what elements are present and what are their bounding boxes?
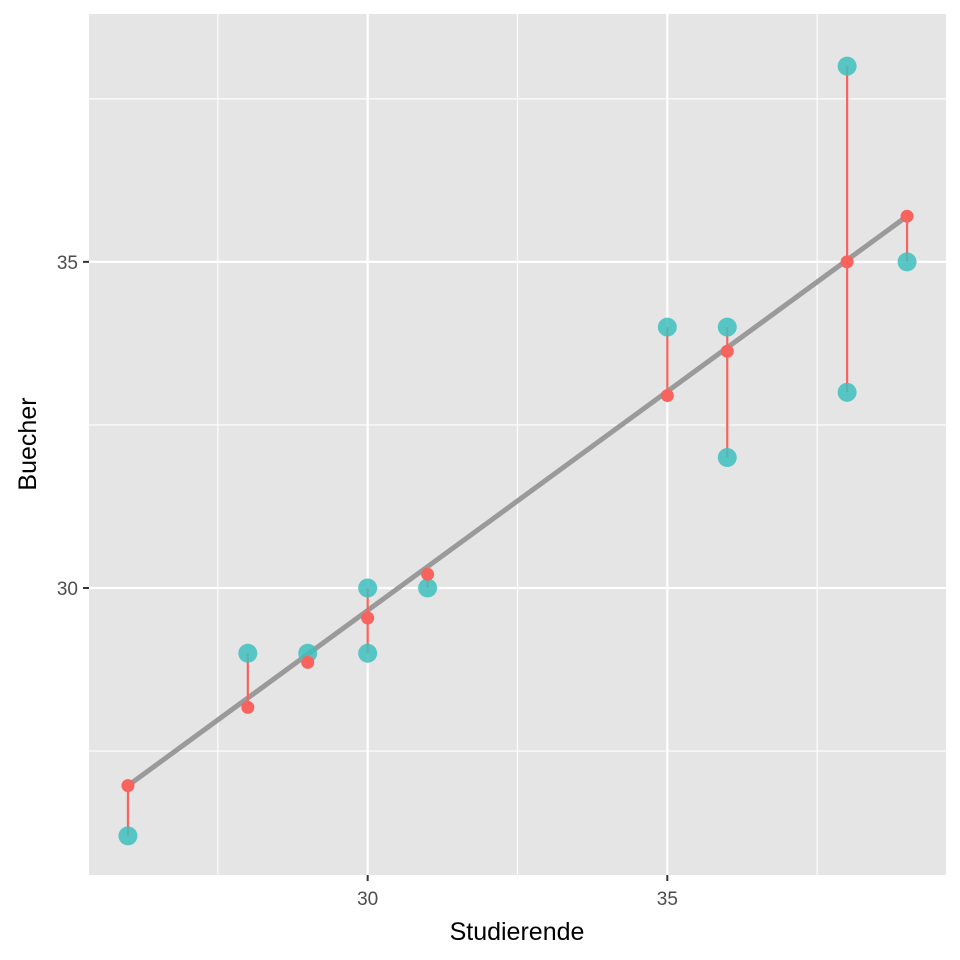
- fitted-point: [361, 611, 375, 625]
- x-tick-label: 35: [657, 889, 678, 910]
- minor-grid: [89, 14, 946, 875]
- observed-point: [657, 317, 677, 337]
- observed-point: [358, 578, 378, 598]
- observed-point: [418, 578, 438, 598]
- y-tick-label: 35: [57, 253, 78, 274]
- observed-point: [358, 643, 378, 663]
- fitted-point: [720, 344, 734, 358]
- fitted-point: [900, 209, 914, 223]
- major-grid: [89, 14, 946, 875]
- fitted-point: [241, 700, 255, 714]
- regression-line: [126, 214, 909, 788]
- x-axis-title: Studierende: [450, 918, 585, 946]
- fitted-points: [121, 209, 914, 793]
- x-tick-label: 30: [357, 889, 378, 910]
- observed-point: [118, 826, 138, 846]
- observed-point: [238, 643, 258, 663]
- fitted-point: [660, 389, 674, 403]
- y-axis-ticks: 30 35: [57, 253, 89, 600]
- observed-point: [717, 317, 737, 337]
- fitted-point: [421, 567, 435, 581]
- observed-point: [837, 382, 857, 402]
- observed-point: [717, 448, 737, 468]
- fitted-point: [301, 655, 315, 669]
- x-axis-ticks: 30 35: [357, 875, 678, 910]
- observed-point: [897, 252, 917, 272]
- fitted-point: [121, 779, 135, 793]
- regression-line-group: [126, 214, 909, 788]
- fitted-point: [840, 255, 854, 269]
- y-tick-label: 30: [57, 579, 78, 600]
- y-axis-title: Buecher: [14, 397, 42, 490]
- observed-point: [837, 56, 857, 76]
